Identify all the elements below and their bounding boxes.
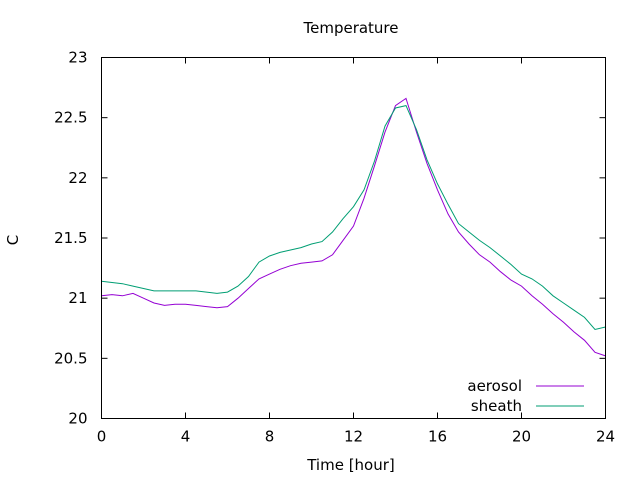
x-tick-label: 4 — [181, 428, 191, 446]
y-tick-label: 20.5 — [54, 349, 87, 367]
y-tick-label: 21.5 — [54, 229, 87, 247]
x-tick-label: 12 — [344, 428, 363, 446]
x-tick-label: 20 — [512, 428, 531, 446]
legend: aerosol sheath — [467, 377, 584, 415]
y-tick-label: 21 — [68, 289, 87, 307]
y-axis-label: C — [4, 235, 22, 245]
x-tick-label: 0 — [97, 428, 107, 446]
chart-title: Temperature — [302, 19, 398, 37]
y-tick-label: 22.5 — [54, 109, 87, 127]
legend-label-aerosol: aerosol — [467, 377, 522, 395]
series-line-aerosol — [101, 97, 606, 357]
y-tick-label: 23 — [68, 49, 87, 67]
y-tick-label: 20 — [68, 410, 87, 428]
x-tick-label: 16 — [428, 428, 447, 446]
series-group — [101, 97, 606, 357]
axis-ticks: 0 4 8 12 16 20 24 20 20.5 21 21.5 22 22.5 23 — [54, 49, 615, 446]
x-tick-label: 24 — [596, 428, 615, 446]
x-axis-label: Time [hour] — [306, 456, 395, 474]
plot-frame — [101, 57, 606, 419]
series-line-sheath — [101, 105, 606, 331]
x-tick-label: 8 — [265, 428, 275, 446]
y-tick-label: 22 — [68, 169, 87, 187]
legend-label-sheath: sheath — [471, 397, 522, 415]
